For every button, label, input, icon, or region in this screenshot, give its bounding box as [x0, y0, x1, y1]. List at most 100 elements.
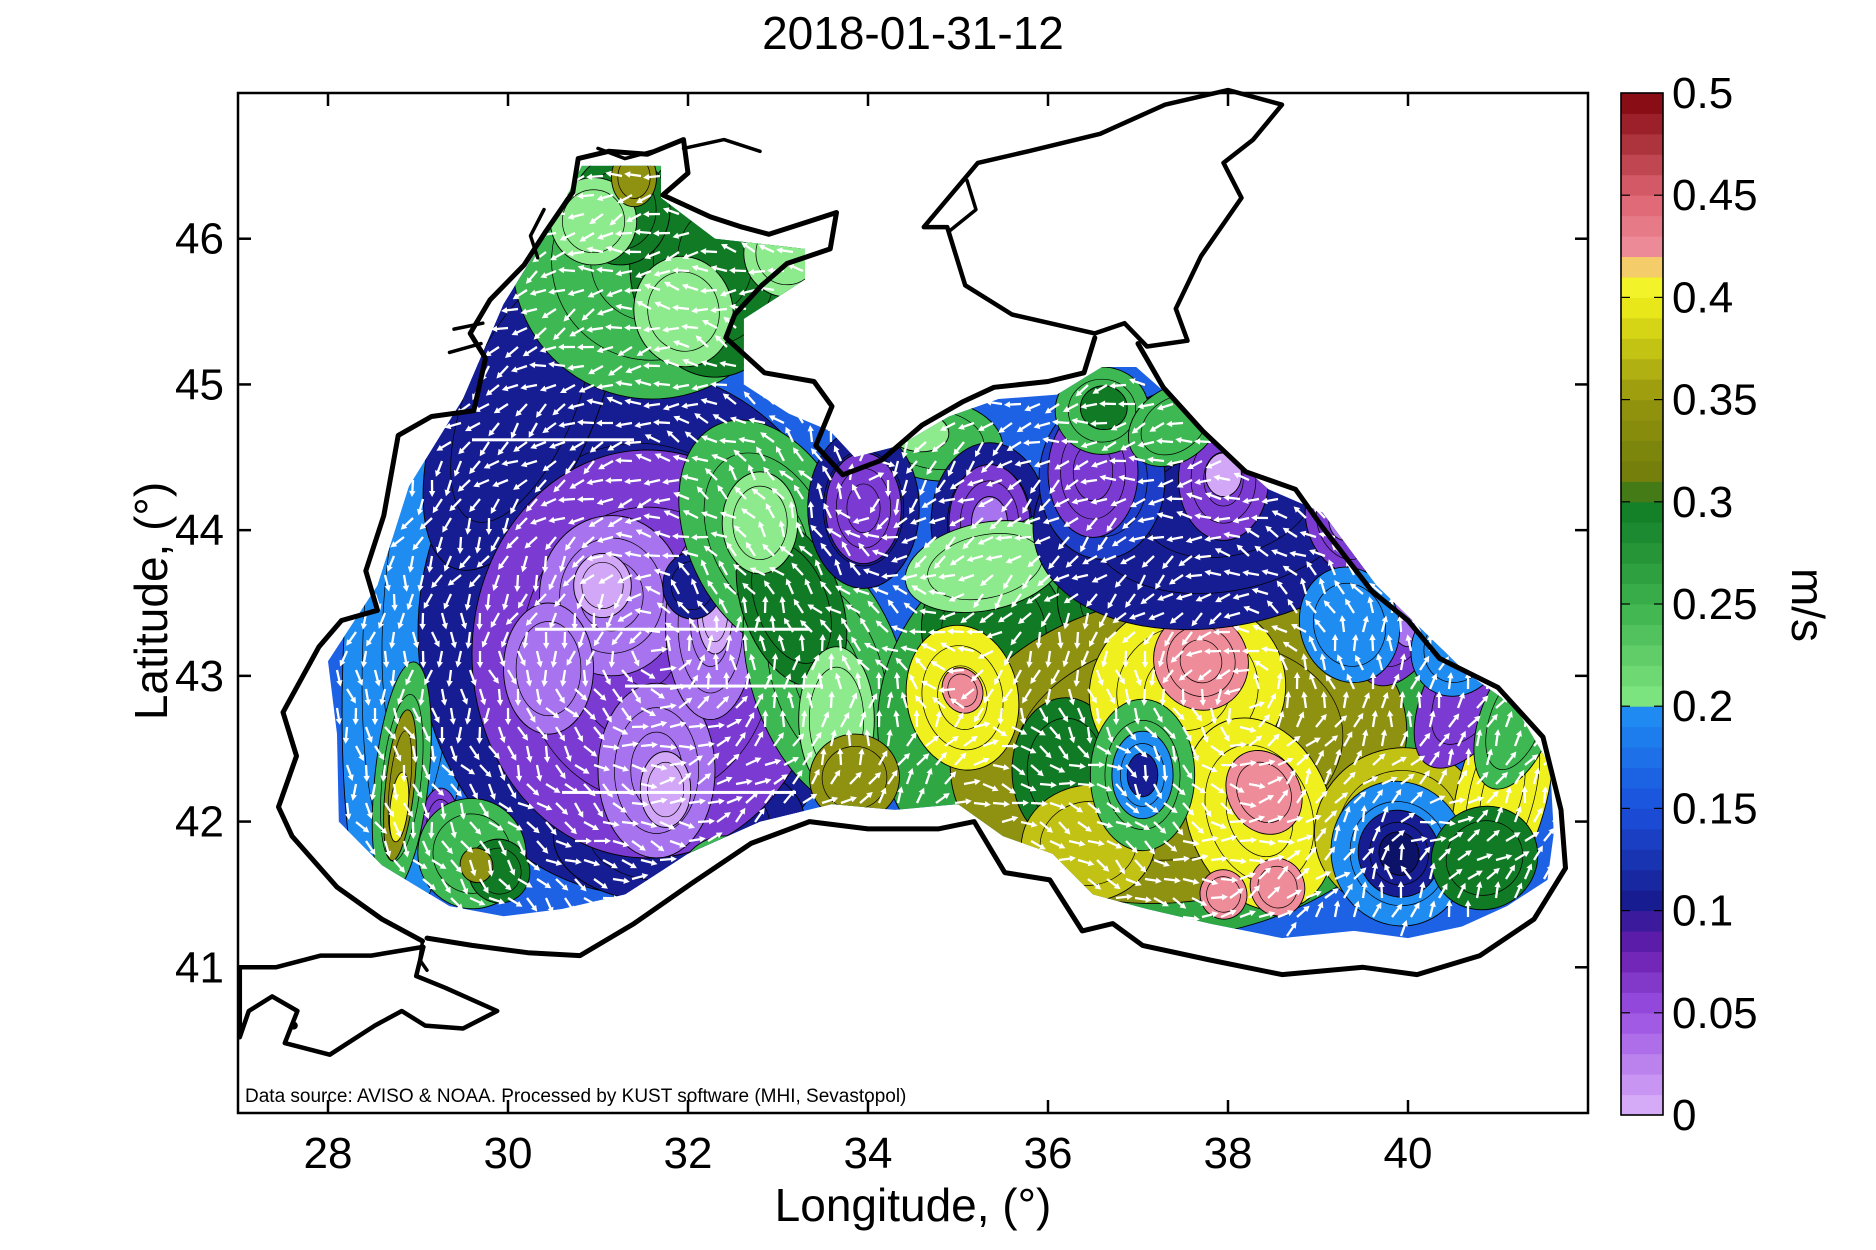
colorbar-band [1621, 808, 1663, 830]
colorbar-tick-label: 0.4 [1672, 273, 1733, 322]
colorbar-band [1621, 481, 1663, 503]
x-tick-label: 38 [1204, 1129, 1253, 1178]
black-sea-coast [424, 341, 1568, 978]
y-tick-label: 45 [175, 360, 224, 409]
plot-title: 2018-01-31-12 [762, 7, 1064, 59]
colorbar-tick-label: 0.05 [1672, 989, 1758, 1038]
colorbar-band [1621, 604, 1663, 625]
axes: 28 30 32 34 36 38 40 41 42 43 44 45 46 [175, 91, 1590, 1178]
data-source-note: Data source: AVISO & NOAA. Processed by … [245, 1086, 907, 1107]
contour-blob [1328, 499, 1362, 541]
colorbar-band [1621, 542, 1663, 564]
colorbar-band [1621, 931, 1663, 952]
contour-blob [639, 751, 692, 828]
colorbar-band [1621, 1012, 1663, 1034]
x-tick-label: 34 [844, 1129, 893, 1178]
colorbar-unit-label: m/s [1782, 567, 1834, 643]
colorbar-band [1621, 910, 1663, 932]
y-tick-label: 43 [175, 652, 224, 701]
colorbar-band [1621, 971, 1663, 993]
estuary-detail [418, 939, 429, 972]
colorbar-band [1621, 358, 1663, 380]
colorbar-band [1621, 726, 1663, 748]
colorbar-band [1621, 747, 1663, 769]
sea-of-azov-outline [921, 87, 1285, 349]
colorbar: 0.5 0.45 0.4 0.35 0.3 0.25 0.2 0.15 0.1 0.05 0 [1620, 69, 1758, 1140]
colorbar-band [1621, 787, 1663, 809]
colorbar-tick-label: 0.35 [1672, 376, 1758, 425]
estuary-detail [452, 321, 485, 331]
quiver-arrows [335, 170, 1564, 937]
colorbar-band [1621, 133, 1663, 155]
colorbar-band [1621, 317, 1663, 339]
colorbar-band [1621, 195, 1663, 217]
colorbar-band [1621, 583, 1663, 605]
colorbar-band [1621, 460, 1663, 482]
colorbar-tick-label: 0.1 [1672, 887, 1733, 936]
colorbar-band [1621, 951, 1663, 973]
sea-of-marmara-outline [237, 944, 500, 1057]
colorbar-band [1621, 563, 1663, 585]
y-tick-label: 42 [175, 798, 224, 847]
colorbar-band [1621, 685, 1663, 707]
colorbar-band [1621, 338, 1663, 360]
x-axis-label: Longitude, (°) [774, 1179, 1052, 1231]
x-tick-label: 30 [484, 1129, 533, 1178]
y-tick-label: 46 [175, 215, 224, 264]
contour-blob [503, 602, 594, 735]
colorbar-band [1621, 399, 1663, 421]
colorbar-band [1621, 706, 1663, 728]
colorbar-tick-label: 0.5 [1672, 69, 1733, 118]
colorbar-band [1621, 522, 1663, 544]
colorbar-band [1621, 236, 1663, 258]
estuary-detail [528, 207, 546, 260]
colorbar-band [1621, 276, 1663, 298]
colorbar-band [1621, 849, 1663, 871]
colorbar-band [1621, 174, 1663, 196]
x-tick-label: 32 [664, 1129, 713, 1178]
colorbar-band [1621, 297, 1663, 319]
colorbar-tick-label: 0.15 [1672, 784, 1758, 833]
colorbar-band [1621, 767, 1663, 789]
estuary-detail [681, 137, 762, 154]
colorbar-band [1621, 1074, 1663, 1096]
x-tick-label: 40 [1384, 1129, 1433, 1178]
colorbar-band [1621, 113, 1663, 135]
colorbar-band [1621, 992, 1663, 1014]
colorbar-band [1621, 420, 1663, 441]
colorbar-tick-label: 0 [1672, 1091, 1696, 1140]
estuary-detail [947, 178, 978, 234]
colorbar-band [1621, 215, 1663, 237]
colorbar-band [1621, 1094, 1663, 1116]
colorbar-band [1621, 440, 1663, 462]
colorbar-band [1621, 828, 1663, 850]
colorbar-band [1621, 869, 1663, 891]
colorbar-band [1621, 665, 1663, 687]
colorbar-band [1621, 890, 1663, 912]
colorbar-tick-label: 0.3 [1672, 478, 1733, 527]
colorbar-tick-label: 0.45 [1672, 171, 1758, 220]
colorbar-tick-label: 0.2 [1672, 682, 1733, 731]
coastline [237, 87, 1568, 1057]
contour-blob [1378, 831, 1420, 876]
estuary-detail [447, 341, 483, 355]
black-sea-coast [276, 137, 1098, 944]
y-axis-label: Latitude, (°) [125, 481, 177, 721]
y-tick-label: 41 [175, 943, 224, 992]
colorbar-tick-label: 0.25 [1672, 580, 1758, 629]
colorbar-band [1621, 379, 1663, 401]
y-tick-label: 44 [175, 506, 224, 555]
contour-blob [633, 255, 734, 368]
estuary-detail [596, 146, 654, 161]
colorbar-band [1621, 1053, 1663, 1075]
colorbar-band [1621, 256, 1663, 278]
colorbar-band [1621, 624, 1663, 646]
x-tick-label: 28 [304, 1129, 353, 1178]
island-dot [289, 1021, 298, 1030]
colorbar-band [1621, 501, 1663, 523]
contour-blob [573, 553, 632, 619]
x-tick-label: 36 [1024, 1129, 1073, 1178]
colorbar-band [1621, 93, 1663, 114]
colorbar-band [1621, 1033, 1663, 1055]
